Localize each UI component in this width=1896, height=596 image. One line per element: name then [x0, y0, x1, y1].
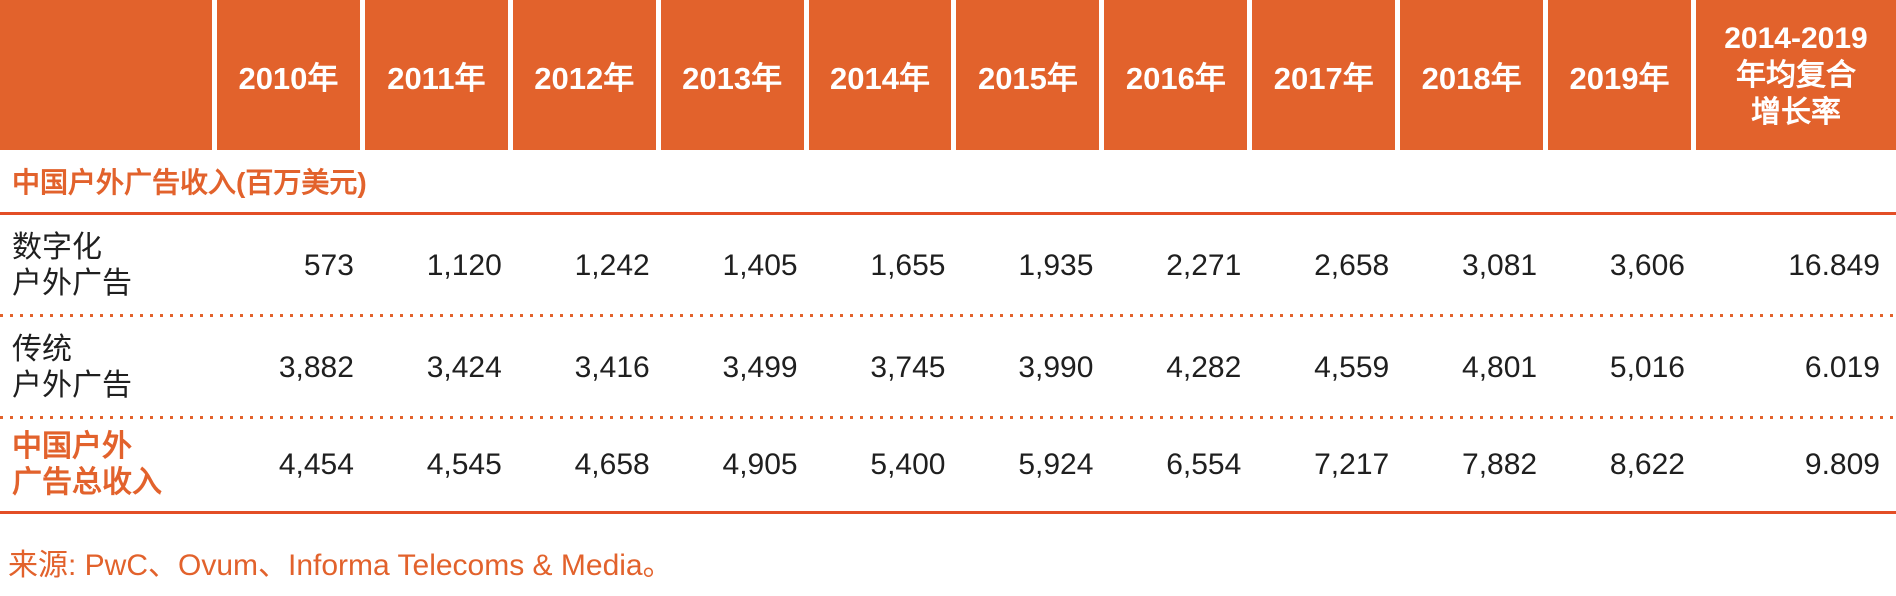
value-cell: 1,935 [1018, 249, 1094, 282]
value-cell: 1,242 [574, 249, 650, 282]
header-cell-2010: 2010年 [212, 0, 360, 150]
value-cell-cagr: 16.849 [1788, 249, 1880, 282]
value-cell: 5,016 [1609, 351, 1685, 384]
section-title-row: 中国户外广告收入(百万美元) [0, 150, 1896, 215]
value-cell: 4,282 [1166, 351, 1242, 384]
value-cell-cagr: 6.019 [1804, 351, 1880, 384]
value-cell-cagr: 9.809 [1804, 448, 1880, 481]
value-cell: 4,905 [722, 448, 798, 481]
header-cell-2019: 2019年 [1543, 0, 1691, 150]
header-cell-2018: 2018年 [1395, 0, 1544, 150]
value-cell: 8,622 [1609, 448, 1685, 481]
value-cell: 5,400 [870, 448, 946, 481]
value-cell: 7,217 [1314, 448, 1390, 481]
value-cell: 3,499 [722, 351, 798, 384]
value-cell: 2,271 [1166, 249, 1242, 282]
value-cell: 4,545 [426, 448, 502, 481]
source-row: 来源: PwC、Ovum、Informa Telecoms & Media。 [0, 540, 1896, 584]
value-cell: 3,424 [426, 351, 502, 384]
value-cell: 3,416 [574, 351, 650, 384]
header-cell-2015: 2015年 [951, 0, 1100, 150]
header-cell-2014: 2014年 [803, 0, 952, 150]
header-cell-2011: 2011年 [359, 0, 508, 150]
value-cell: 1,120 [426, 249, 502, 282]
value-cell: 573 [303, 249, 354, 282]
value-cell: 4,454 [278, 448, 354, 481]
value-cell: 3,606 [1609, 249, 1685, 282]
table-header-row: 2010年 2011年 2012年 2013年 2014年 2015年 2016… [0, 0, 1896, 150]
header-cell-corner [0, 0, 212, 150]
value-cell: 6,554 [1166, 448, 1242, 481]
header-cell-cagr: 2014-2019 年均复合 增长率 [1690, 0, 1896, 150]
value-cell: 3,081 [1462, 249, 1538, 282]
header-cell-2013: 2013年 [655, 0, 804, 150]
value-cell: 2,658 [1314, 249, 1390, 282]
value-cell: 1,655 [870, 249, 946, 282]
source-note: 来源: PwC、Ovum、Informa Telecoms & Media。 [8, 549, 673, 582]
section-title: 中国户外广告收入(百万美元) [12, 167, 367, 198]
header-cell-2012: 2012年 [507, 0, 656, 150]
table-row-traditional-outdoor: 传统 户外广告 3,882 3,424 3,416 3,499 3,745 3,… [0, 317, 1896, 419]
value-cell: 4,801 [1462, 351, 1538, 384]
value-cell: 3,882 [278, 351, 354, 384]
header-cell-2017: 2017年 [1247, 0, 1396, 150]
row-label-total: 中国户外 广告总收入 [12, 430, 162, 499]
header-cell-2016: 2016年 [1099, 0, 1248, 150]
table-row-digital-outdoor: 数字化 户外广告 573 1,120 1,242 1,405 1,655 1,9… [0, 215, 1896, 317]
row-label: 传统 户外广告 [12, 333, 132, 402]
revenue-table: 2010年 2011年 2012年 2013年 2014年 2015年 2016… [0, 0, 1896, 584]
value-cell: 1,405 [722, 249, 798, 282]
table-row-total-outdoor: 中国户外 广告总收入 4,454 4,545 4,658 4,905 5,400… [0, 419, 1896, 514]
row-label: 数字化 户外广告 [12, 231, 132, 300]
value-cell: 7,882 [1462, 448, 1538, 481]
value-cell: 5,924 [1018, 448, 1094, 481]
value-cell: 4,658 [574, 448, 650, 481]
value-cell: 3,990 [1018, 351, 1094, 384]
value-cell: 3,745 [870, 351, 946, 384]
value-cell: 4,559 [1314, 351, 1390, 384]
